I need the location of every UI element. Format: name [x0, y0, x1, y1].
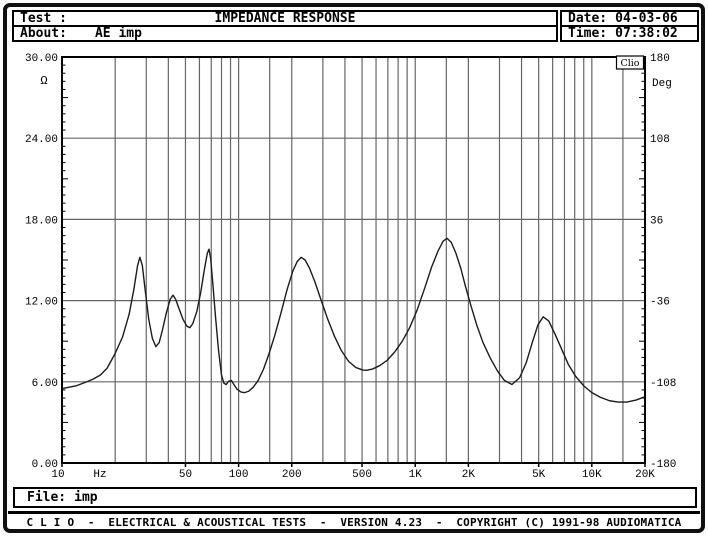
time-value: 07:38:02 [615, 26, 678, 41]
page-title: IMPEDANCE RESPONSE [214, 11, 356, 26]
time-label: Time: [568, 26, 608, 41]
y-left-tick-label: 30.00 [25, 53, 58, 65]
x-tick-label: 2K [462, 469, 476, 481]
y-right-tick-label: 180 [650, 53, 670, 65]
status-bar: C L I O - ELECTRICAL & ACOUSTICAL TESTS … [8, 511, 700, 531]
clio-badge-label: Clio [620, 58, 639, 69]
date-label: Date: [568, 11, 608, 26]
y-left-tick-label: 12.00 [25, 297, 58, 309]
y-right-tick-label: -180 [650, 459, 676, 471]
y-left-unit-label: Ω [40, 74, 47, 88]
file-label: File: [27, 490, 67, 505]
y-left-tick-label: 0.00 [32, 459, 58, 471]
about-field: About: AE imp [12, 25, 558, 42]
clio-badge-box [615, 55, 645, 70]
x-tick-label: 5K [532, 469, 546, 481]
file-value: imp [74, 490, 98, 505]
date-value: 04-03-06 [615, 11, 678, 26]
y-right-tick-label: -108 [650, 378, 676, 390]
time-field: Time: 07:38:02 [560, 25, 699, 42]
y-right-unit-label: Deg [652, 78, 672, 90]
x-unit-label: Hz [93, 469, 106, 481]
x-tick-label: 10 [51, 469, 64, 481]
y-right-tick-label: 36 [650, 215, 663, 227]
x-tick-label: 500 [352, 469, 372, 481]
impedance-curve [61, 237, 646, 403]
x-tick-label: 50 [179, 469, 192, 481]
y-left-tick-label: 6.00 [32, 378, 58, 390]
about-value: AE imp [94, 26, 142, 41]
file-field: File: imp [13, 487, 697, 508]
y-left-tick-label: 18.00 [25, 215, 58, 227]
y-right-tick-label: -36 [650, 297, 670, 309]
footer-text: C L I O - ELECTRICAL & ACOUSTICAL TESTS … [26, 516, 682, 529]
x-tick-label: 1K [409, 469, 423, 481]
x-tick-label: 20K [635, 469, 655, 481]
x-tick-label: 10K [582, 469, 602, 481]
test-field: Test : IMPEDANCE RESPONSE [12, 10, 558, 27]
x-tick-label: 200 [282, 469, 302, 481]
y-left-tick-label: 24.00 [25, 134, 58, 146]
x-tick-label: 100 [229, 469, 249, 481]
about-label: About: [20, 26, 67, 41]
plot-border [61, 56, 646, 464]
test-label: Test : [20, 11, 67, 26]
y-right-tick-label: 108 [650, 134, 670, 146]
